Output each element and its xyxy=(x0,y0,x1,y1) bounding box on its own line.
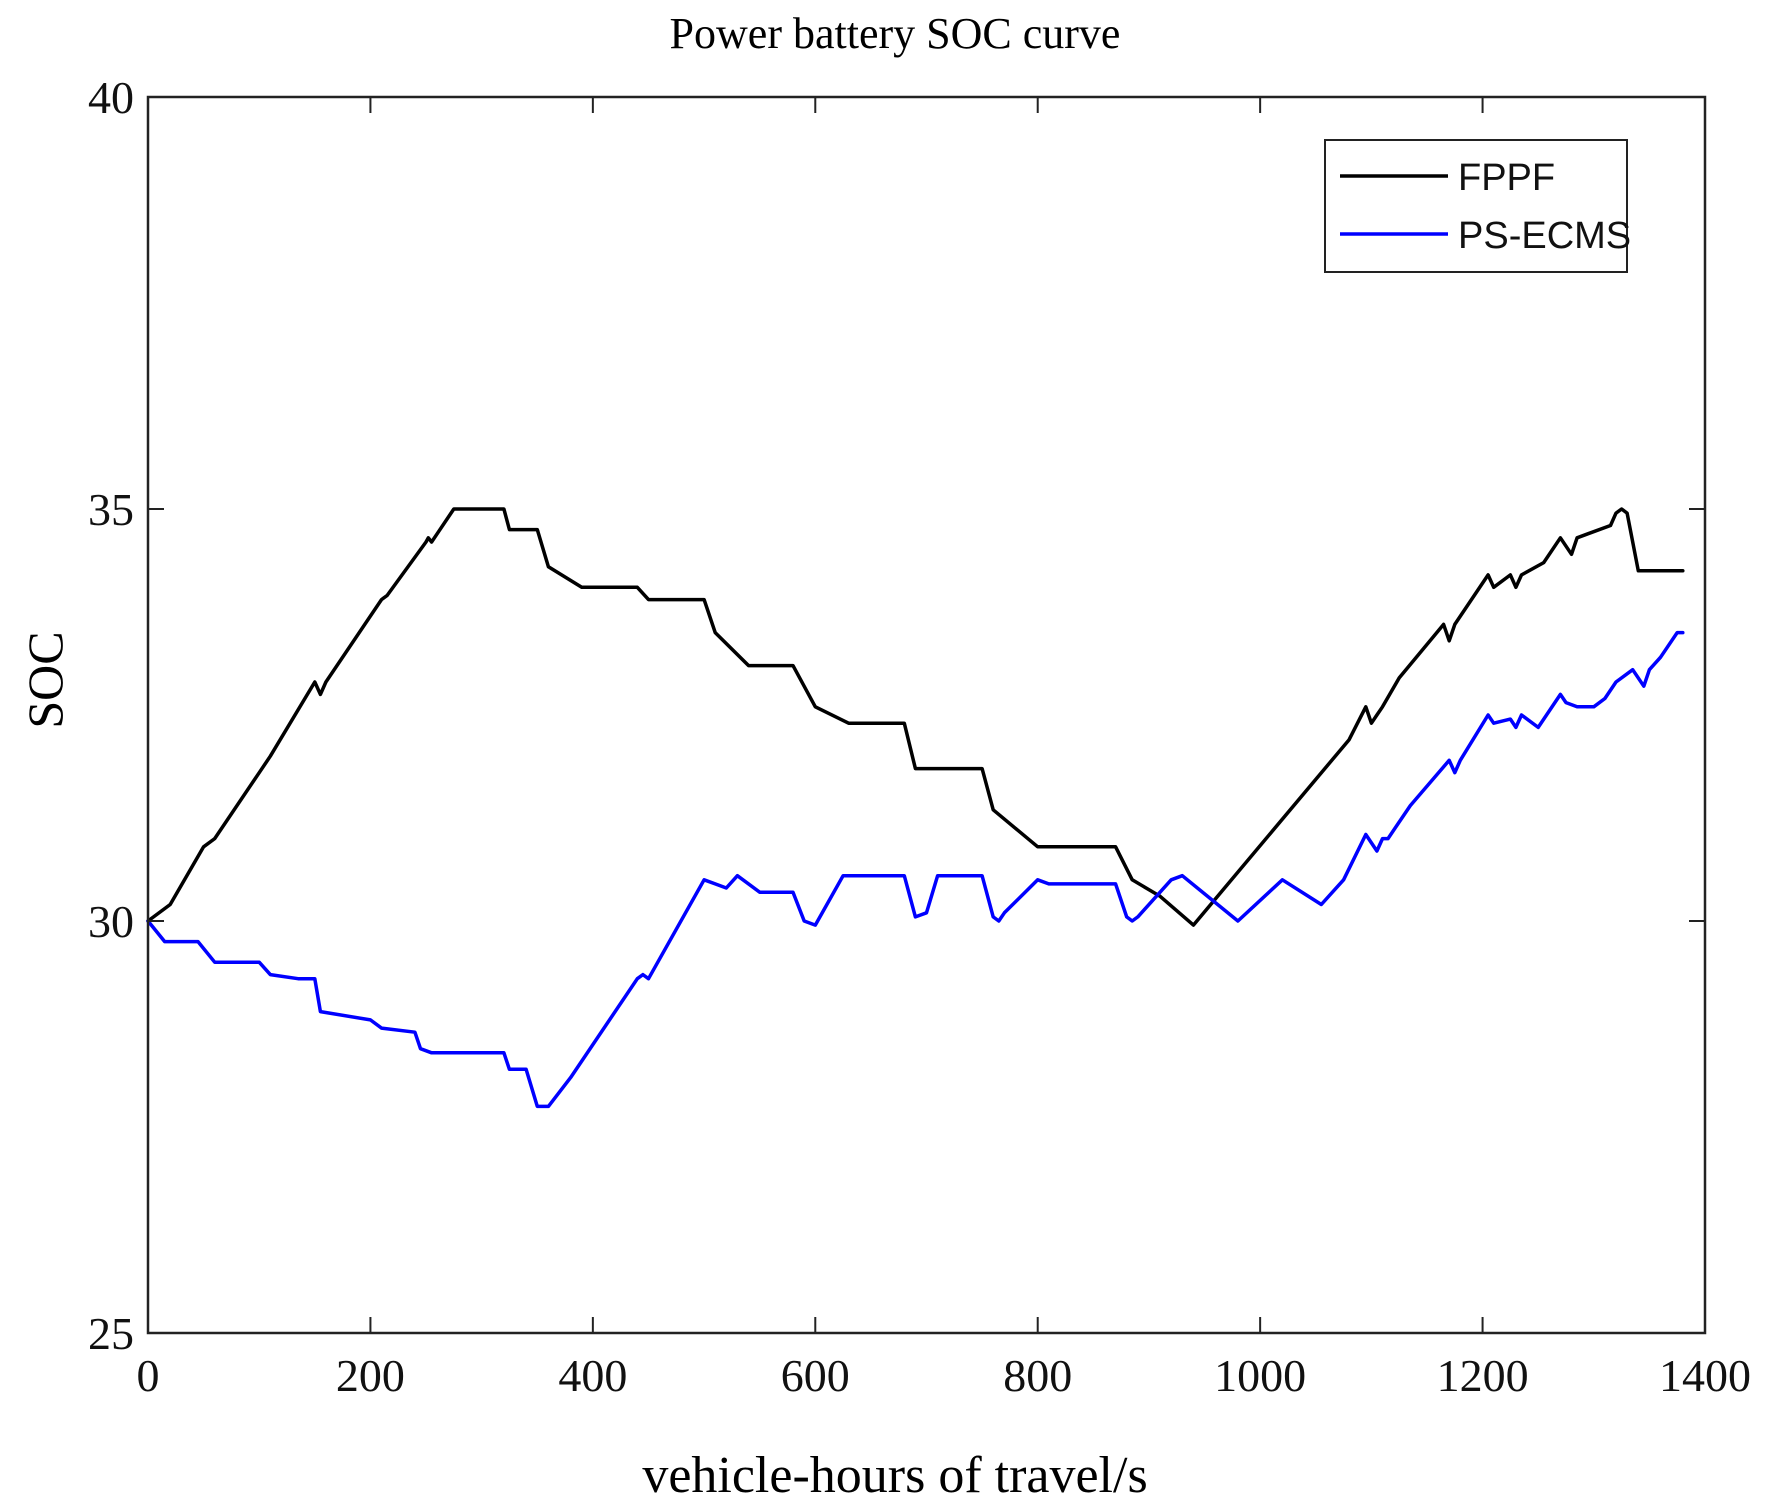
ticks-layer: 0 200 400 600 800 1000 1200 1400 25 30 35 40 xyxy=(88,72,1751,1401)
legend-box xyxy=(1324,139,1628,273)
series-line-fppf xyxy=(146,507,1685,927)
y-tick-label-35: 35 xyxy=(88,484,134,535)
legend-label-fppf: FPPF xyxy=(1458,157,1555,199)
legend: FPPF PS-ECMS xyxy=(1324,139,1631,273)
chart-title: Power battery SOC curve xyxy=(670,9,1121,58)
series-layer xyxy=(146,507,1685,1109)
x-axis-label: vehicle-hours of travel/s xyxy=(642,1447,1147,1504)
x-tick-label-0: 0 xyxy=(137,1350,160,1401)
x-tick-label-600: 600 xyxy=(781,1350,850,1401)
x-tick-label-200: 200 xyxy=(336,1350,405,1401)
x-tick-label-1200: 1200 xyxy=(1437,1350,1529,1401)
y-tick-label-40: 40 xyxy=(88,72,134,123)
x-tick-label-1400: 1400 xyxy=(1659,1350,1751,1401)
y-axis-label: SOC xyxy=(17,631,73,728)
y-tick-label-25: 25 xyxy=(88,1308,134,1359)
plot-area-frame xyxy=(146,95,1707,1335)
legend-label-ps-ecms: PS-ECMS xyxy=(1458,215,1631,257)
x-tick-label-1000: 1000 xyxy=(1214,1350,1306,1401)
x-tick-label-800: 800 xyxy=(1003,1350,1072,1401)
series-line-ps-ecms xyxy=(146,630,1685,1109)
y-tick-label-30: 30 xyxy=(88,896,134,947)
x-tick-label-400: 400 xyxy=(558,1350,627,1401)
